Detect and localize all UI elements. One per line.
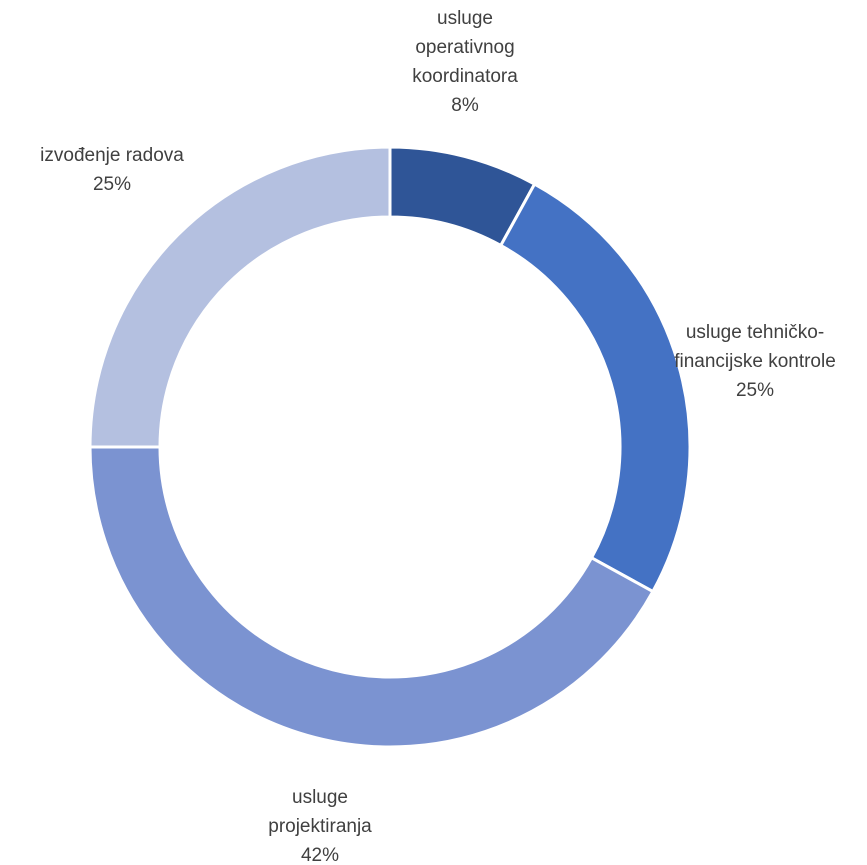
value-label: 42% — [300, 845, 340, 865]
donut-slice — [88, 445, 655, 749]
category-label: usluge projektiranja — [268, 787, 372, 837]
slice-label: usluge tehničko-financijske kontrole 25% — [673, 318, 838, 405]
slice-label: usluge projektiranja 42% — [250, 783, 390, 865]
slice-label: izvođenje radova 25% — [12, 141, 212, 199]
category-label: izvođenje radova — [40, 145, 184, 166]
value-label: 25% — [92, 174, 132, 195]
value-label: 8% — [451, 95, 479, 116]
category-label: usluge operativnog koordinatora — [412, 8, 518, 87]
value-label: 25% — [735, 380, 775, 401]
donut-slice — [498, 182, 692, 594]
donut-slice — [88, 145, 392, 449]
slice-label: usluge operativnog koordinatora 8% — [395, 4, 535, 120]
category-label: usluge tehničko-financijske kontrole — [674, 322, 836, 372]
